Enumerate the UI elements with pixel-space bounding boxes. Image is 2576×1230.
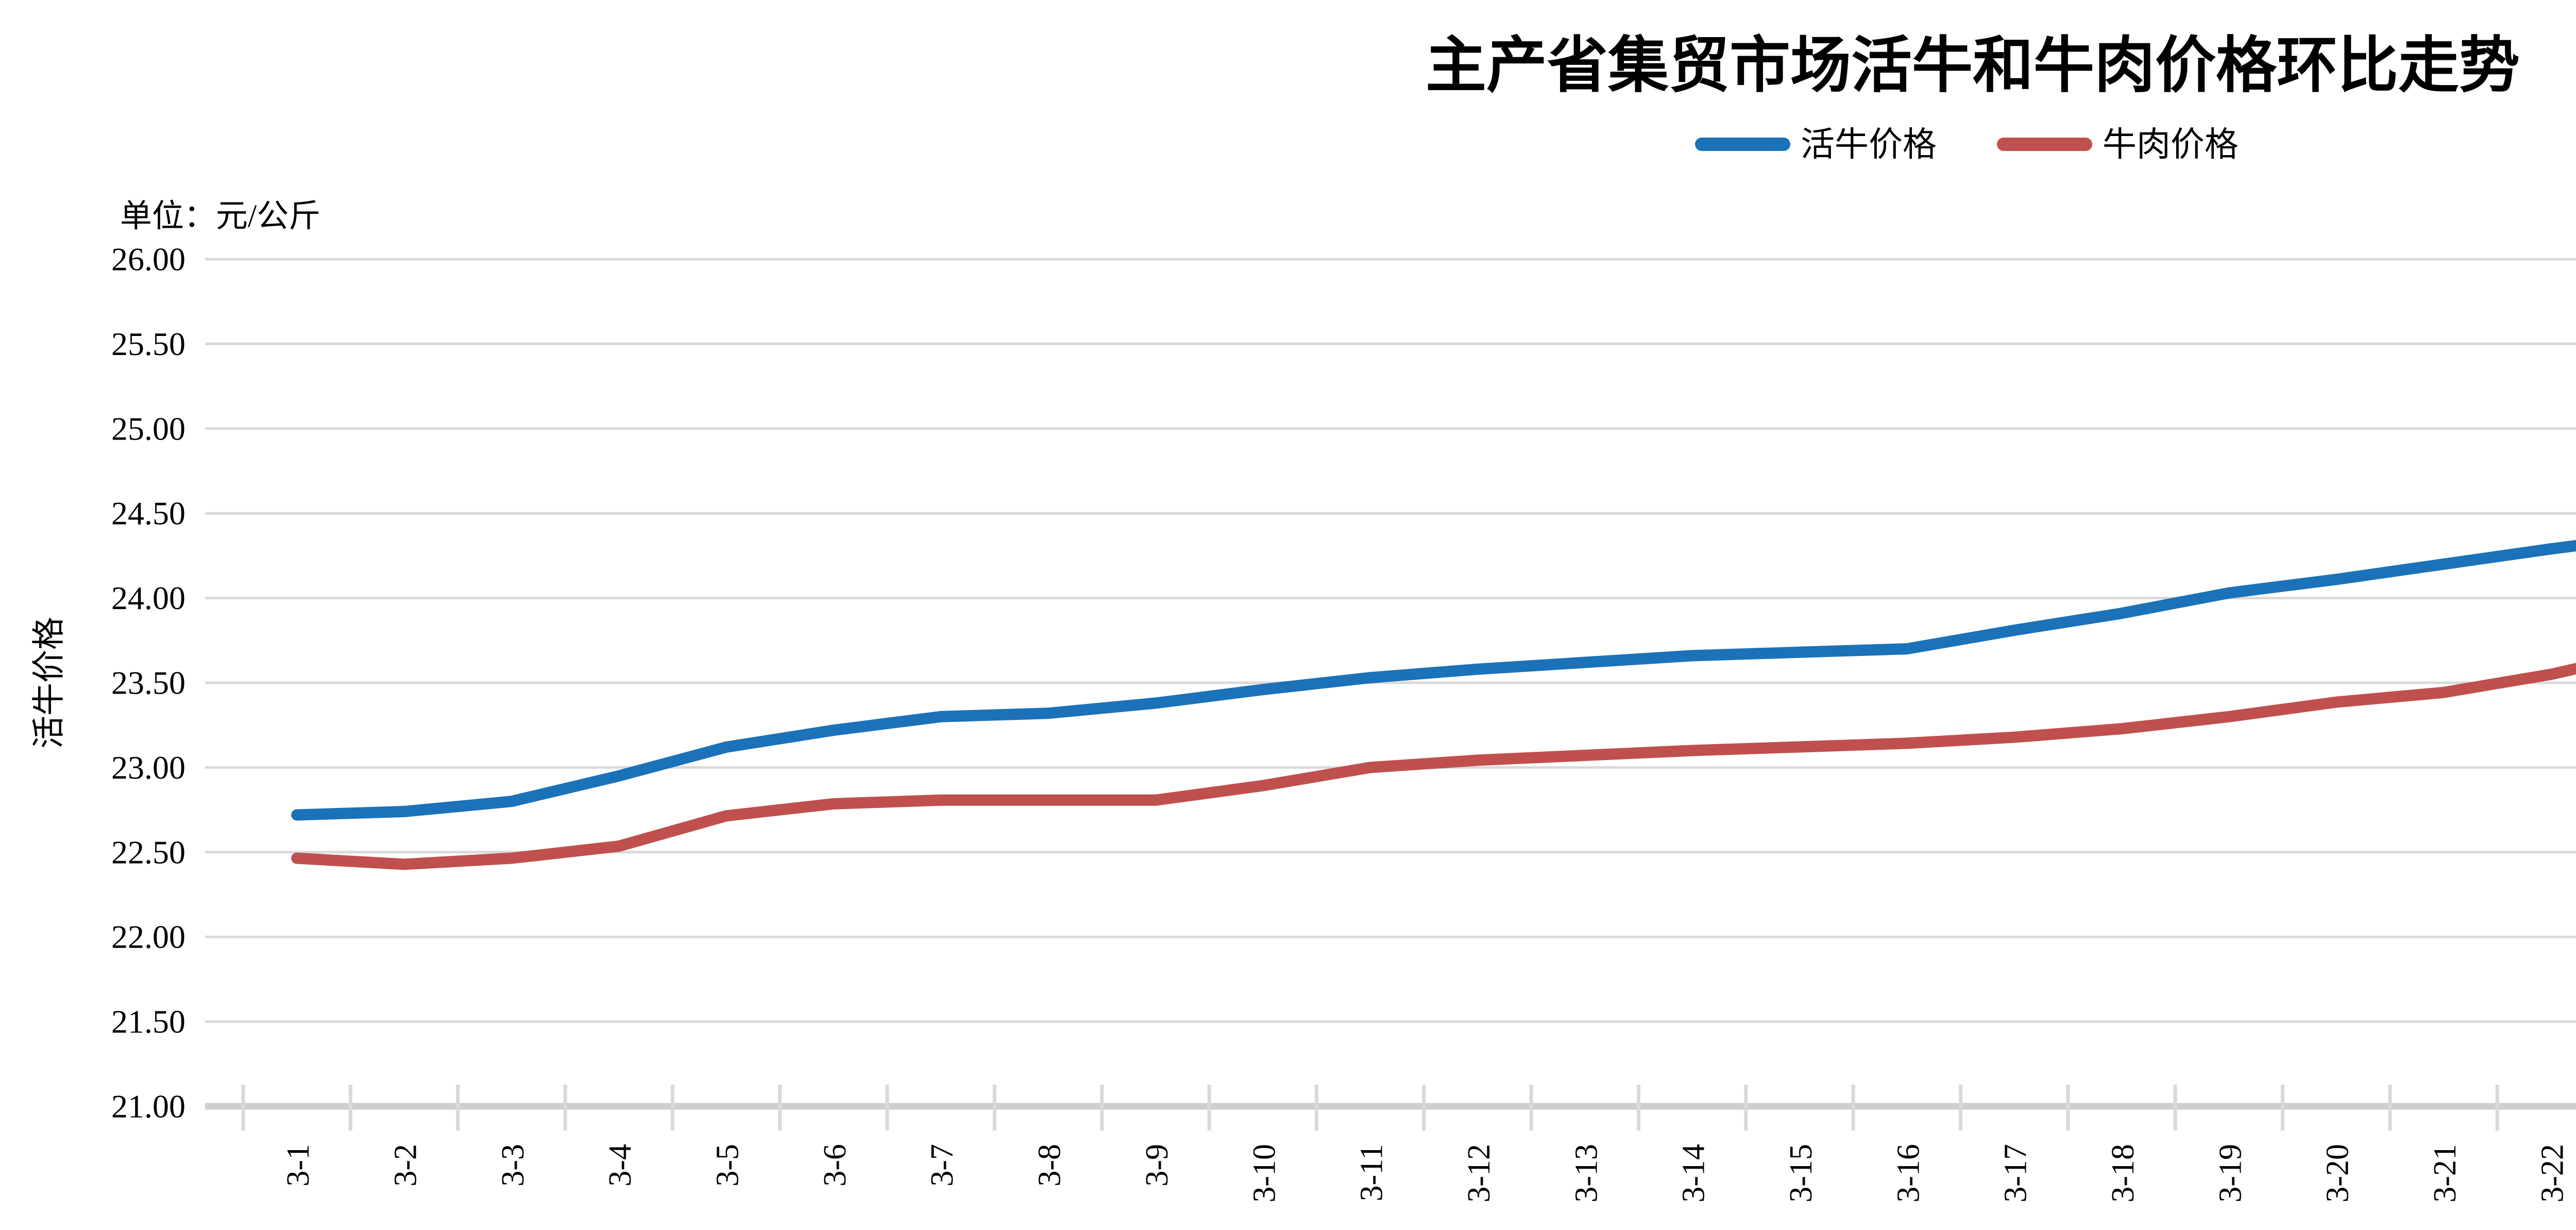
x-axis-label: 3-16 bbox=[1891, 1144, 1926, 1203]
legend-swatch-beef bbox=[1997, 138, 2092, 151]
x-axis-label: 3-2 bbox=[388, 1144, 423, 1187]
x-axis-label: 3-4 bbox=[603, 1144, 638, 1187]
x-axis-label: 3-12 bbox=[1462, 1144, 1497, 1203]
x-axis-label: 3-8 bbox=[1032, 1144, 1067, 1187]
x-axis-label: 3-5 bbox=[710, 1144, 745, 1187]
y-axis-label-left: 21.50 bbox=[111, 1003, 185, 1040]
y-axis-label-left: 23.50 bbox=[111, 665, 185, 701]
x-axis-label: 3-18 bbox=[2106, 1144, 2141, 1203]
x-axis-label: 3-15 bbox=[1784, 1144, 1819, 1203]
x-axis-label: 3-11 bbox=[1354, 1144, 1389, 1201]
x-axis-label: 3-14 bbox=[1676, 1144, 1711, 1203]
y-axis-label-left: 25.00 bbox=[111, 410, 185, 447]
legend-label: 活牛价格 bbox=[1801, 126, 1937, 164]
y-axis-label-left: 22.50 bbox=[111, 834, 185, 870]
x-axis-label: 3-3 bbox=[496, 1144, 531, 1187]
chart-title: 主产省集贸市场活牛和牛肉价格环比走势 bbox=[1426, 32, 2520, 100]
x-axis-label: 3-19 bbox=[2213, 1144, 2248, 1203]
x-axis-label: 3-21 bbox=[2428, 1144, 2463, 1203]
y-axis-title-left: 活牛价格 bbox=[31, 617, 67, 749]
x-axis-label: 3-13 bbox=[1569, 1144, 1604, 1203]
unit-label: 单位：元/公斤 bbox=[120, 199, 320, 234]
y-axis-label-left: 22.00 bbox=[111, 919, 185, 955]
legend-item: 活牛价格 bbox=[1695, 126, 1937, 164]
x-axis-label: 3-9 bbox=[1140, 1144, 1175, 1187]
legend-swatch-live-cattle bbox=[1695, 138, 1790, 151]
series-line-beef bbox=[291, 663, 2576, 870]
y-axis-label-left: 24.50 bbox=[111, 495, 185, 532]
y-axis-label-left: 24.00 bbox=[111, 580, 185, 616]
y-axis-label-left: 25.50 bbox=[111, 326, 185, 362]
x-axis-label: 3-7 bbox=[925, 1144, 960, 1187]
y-axis-label-left: 26.00 bbox=[111, 241, 185, 278]
x-axis-label: 3-6 bbox=[818, 1144, 853, 1187]
legend-item: 牛肉价格 bbox=[1997, 126, 2239, 164]
legend-label: 牛肉价格 bbox=[2103, 126, 2239, 164]
x-axis-label: 3-20 bbox=[2320, 1144, 2355, 1203]
series-line-live-cattle bbox=[291, 540, 2576, 821]
x-axis-label: 3-22 bbox=[2535, 1144, 2570, 1203]
x-axis-label: 3-10 bbox=[1247, 1144, 1282, 1203]
x-axis-label: 3-1 bbox=[281, 1144, 316, 1187]
y-axis-label-left: 23.00 bbox=[111, 749, 185, 786]
y-axis-label-left: 21.00 bbox=[111, 1088, 185, 1125]
x-axis-label: 3-17 bbox=[1998, 1144, 2033, 1203]
